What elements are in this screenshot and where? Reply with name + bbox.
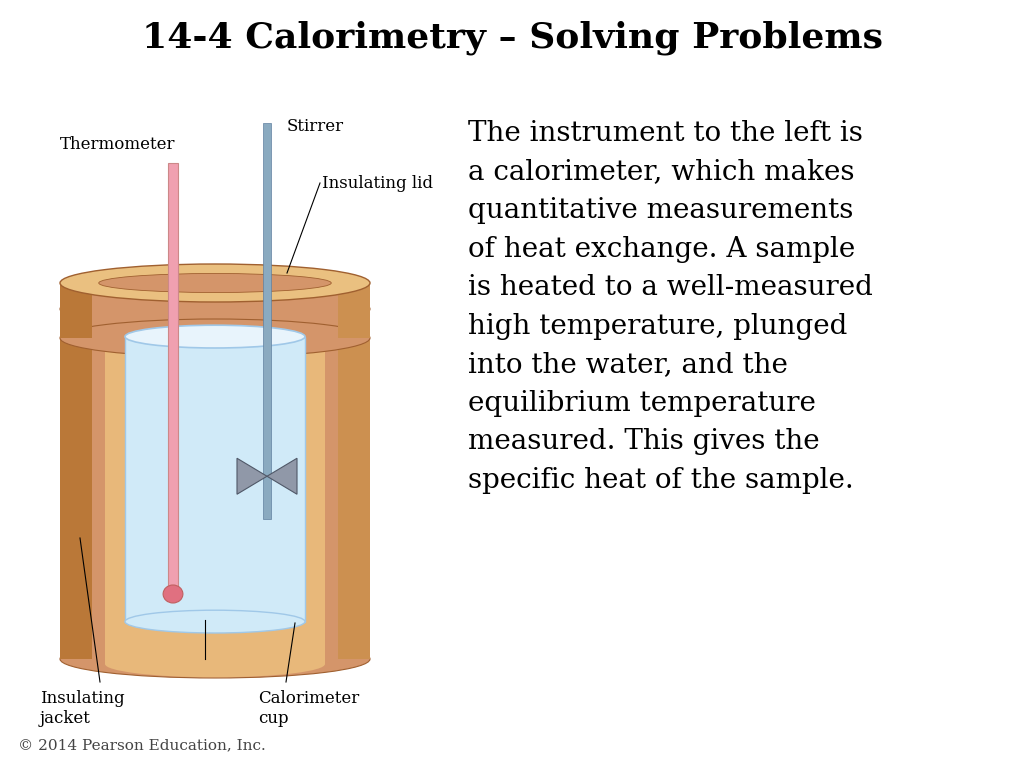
Text: © 2014 Pearson Education, Inc.: © 2014 Pearson Education, Inc. [18, 738, 266, 752]
Ellipse shape [105, 650, 325, 677]
Text: Calorimeter
cup: Calorimeter cup [258, 690, 359, 727]
Polygon shape [60, 283, 92, 338]
Ellipse shape [60, 264, 370, 302]
Ellipse shape [163, 585, 183, 603]
Text: Air (insulation): Air (insulation) [167, 621, 293, 638]
Ellipse shape [105, 309, 325, 339]
Text: 14-4 Calorimetry – Solving Problems: 14-4 Calorimetry – Solving Problems [141, 21, 883, 55]
Bar [168, 163, 178, 594]
Ellipse shape [98, 273, 331, 293]
Bar [105, 324, 325, 664]
Bar [125, 336, 305, 621]
Bar [263, 123, 271, 519]
Ellipse shape [125, 325, 305, 348]
Polygon shape [338, 283, 370, 338]
Text: Water: Water [173, 496, 227, 514]
Text: Insulating lid: Insulating lid [322, 174, 433, 191]
Polygon shape [237, 458, 267, 495]
Text: Insulating
jacket: Insulating jacket [40, 690, 125, 727]
Ellipse shape [60, 319, 370, 357]
Ellipse shape [125, 611, 305, 633]
Ellipse shape [60, 640, 370, 678]
Ellipse shape [60, 290, 370, 328]
Text: Thermometer: Thermometer [60, 136, 176, 153]
Bar [60, 309, 370, 659]
Bar [60, 283, 370, 338]
Polygon shape [338, 309, 370, 659]
Text: Stirrer: Stirrer [287, 118, 344, 135]
Text: The instrument to the left is
a calorimeter, which makes
quantitative measuremen: The instrument to the left is a calorime… [468, 120, 872, 494]
Polygon shape [60, 309, 92, 659]
Polygon shape [267, 458, 297, 495]
